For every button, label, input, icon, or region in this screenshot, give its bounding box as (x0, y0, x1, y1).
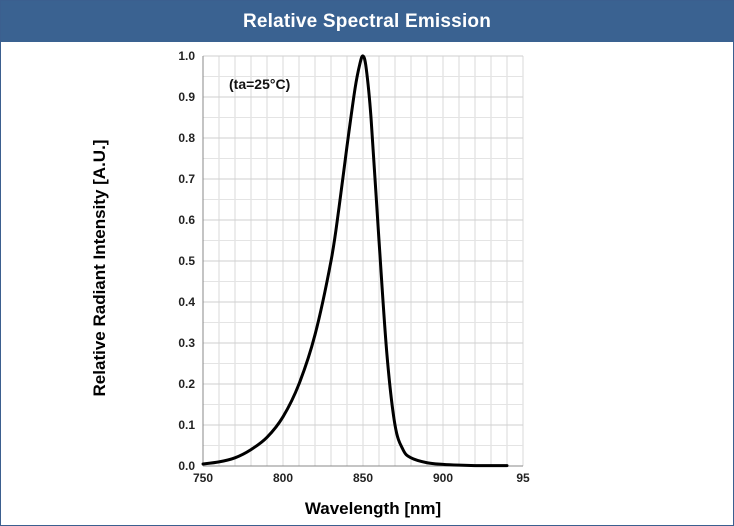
x-tick-label: 800 (273, 471, 293, 485)
y-tick-label: 0.5 (178, 254, 195, 268)
emission-curve (201, 54, 509, 468)
y-tick-label: 0.7 (178, 172, 195, 186)
x-tick-label: 900 (433, 471, 453, 485)
series-layer (201, 54, 509, 468)
grid (202, 55, 524, 467)
x-axis-label: Wavelength [nm] (305, 499, 441, 518)
y-tick-label: 0.3 (178, 336, 195, 350)
y-tick-label: 0.8 (178, 131, 195, 145)
chart-title: Relative Spectral Emission (1, 1, 733, 42)
x-tick-label: 750 (193, 471, 213, 485)
x-tick-label: 95 (516, 471, 530, 485)
temperature-annotation: (ta=25°C) (229, 76, 290, 92)
y-axis-label: Relative Radiant Intensity [A.U.] (90, 140, 109, 397)
y-tick-label: 0.1 (178, 418, 195, 432)
y-tick-label: 0.2 (178, 377, 195, 391)
y-tick-label: 0.4 (178, 295, 195, 309)
x-tick-label: 850 (353, 471, 373, 485)
y-tick-label: 1.0 (178, 49, 195, 63)
y-tick-label: 0.0 (178, 459, 195, 473)
y-tick-label: 0.6 (178, 213, 195, 227)
y-tick-label: 0.9 (178, 90, 195, 104)
tick-labels: 0.0 0.1 0.2 0.3 0.4 0.5 0.6 0.7 0.8 0.9 1.0 750 800 8… (178, 49, 530, 485)
